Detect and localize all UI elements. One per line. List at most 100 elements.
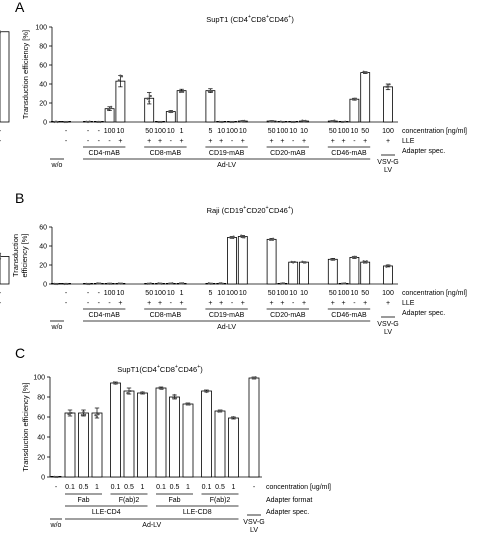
data-point: [88, 282, 91, 286]
concentration-label: 1: [180, 290, 184, 297]
y-tick-label: 40: [37, 435, 45, 442]
data-point: [209, 282, 212, 285]
lle-label: +: [147, 138, 151, 145]
y-tick-label: 60: [37, 415, 45, 422]
chart-title: SupT1 (CD4+CD8+CD46+): [206, 14, 294, 24]
data-point: [116, 381, 119, 385]
lle-label: +: [270, 138, 274, 145]
data-point: [106, 282, 110, 285]
group-label: CD46-mAB: [331, 150, 367, 157]
data-point: [333, 258, 336, 261]
data-point: [220, 120, 223, 124]
lle-label: +: [219, 300, 223, 307]
bar: [201, 390, 212, 478]
concentration-label: -: [253, 484, 256, 491]
data-point: [54, 475, 58, 479]
data-point: [86, 282, 90, 286]
bar: [155, 387, 167, 478]
y-tick-label: 80: [37, 395, 45, 402]
data-point: [66, 282, 69, 286]
data-point: [221, 120, 224, 124]
data-point: [230, 120, 234, 124]
data-point: [168, 282, 171, 285]
data-point: [54, 282, 58, 286]
data-point: [330, 120, 333, 123]
concentration-label: -: [0, 290, 2, 297]
lle-label: -: [0, 300, 2, 307]
row-label-concentration: concentration [ug/ml]: [266, 484, 331, 491]
concentration-label: 10: [289, 128, 297, 135]
data-point: [157, 282, 160, 285]
data-point: [96, 282, 99, 285]
group-label: CD4-mAB: [88, 150, 120, 157]
data-point: [171, 396, 174, 399]
data-point: [94, 414, 97, 417]
bar: [248, 377, 260, 478]
format-label: Fab: [168, 497, 180, 504]
data-point: [290, 120, 293, 124]
concentration-label: 0.5: [170, 484, 180, 491]
bar: [266, 238, 277, 285]
concentration-label: 1: [180, 128, 184, 135]
data-point: [182, 90, 185, 93]
data-point: [210, 282, 214, 285]
data-point: [229, 120, 232, 124]
concentration-label: -: [65, 128, 68, 135]
row-label-lle: LLE: [402, 138, 415, 145]
data-point: [205, 390, 208, 394]
data-point: [160, 120, 163, 124]
data-point: [234, 416, 237, 419]
data-point: [146, 282, 149, 285]
data-point: [388, 264, 391, 267]
data-point: [218, 282, 221, 285]
data-point: [117, 79, 120, 82]
concentration-label: 0.5: [215, 484, 225, 491]
data-point: [186, 403, 190, 406]
concentration-label: 100: [154, 128, 166, 135]
data-point: [96, 120, 99, 124]
data-point: [365, 71, 368, 74]
data-point: [304, 119, 307, 122]
data-point: [230, 416, 233, 419]
data-point: [97, 282, 100, 285]
data-point: [53, 475, 56, 478]
data-point: [53, 282, 56, 285]
concentration-label: -: [98, 128, 101, 135]
bar: [237, 236, 248, 285]
data-point: [218, 120, 221, 123]
concentration-label: 100: [382, 128, 394, 135]
data-point: [354, 255, 358, 258]
y-axis-label: Transduction: [11, 234, 20, 277]
data-point: [106, 108, 110, 112]
y-tick-label: 0: [43, 282, 47, 289]
lle-label: +: [331, 300, 335, 307]
data-point: [353, 97, 356, 100]
data-point: [282, 282, 286, 285]
bar: [0, 31, 10, 123]
concentration-label: 10: [117, 290, 125, 297]
lle-label: +: [280, 138, 284, 145]
data-point: [229, 236, 232, 239]
group-label: CD20-mAB: [270, 312, 306, 319]
data-point: [0, 254, 2, 258]
data-point: [178, 90, 182, 94]
adlv-label: Ad-LV: [217, 162, 236, 169]
data-point: [161, 387, 164, 391]
bar: [349, 98, 360, 123]
bar: [137, 392, 148, 478]
bar: [169, 396, 180, 478]
data-point: [203, 389, 206, 392]
title-part: CD8: [251, 15, 266, 24]
data-point: [82, 410, 85, 413]
lle-label: -: [65, 138, 68, 145]
data-point: [292, 120, 295, 124]
concentration-label: 10: [217, 290, 225, 297]
data-point: [80, 413, 83, 417]
data-point: [129, 389, 132, 393]
title-part: CD20: [246, 206, 265, 215]
data-point: [157, 120, 160, 124]
data-point: [304, 261, 307, 264]
title-superscript: +: [266, 14, 269, 20]
data-point: [110, 282, 113, 285]
lle-label: +: [208, 300, 212, 307]
